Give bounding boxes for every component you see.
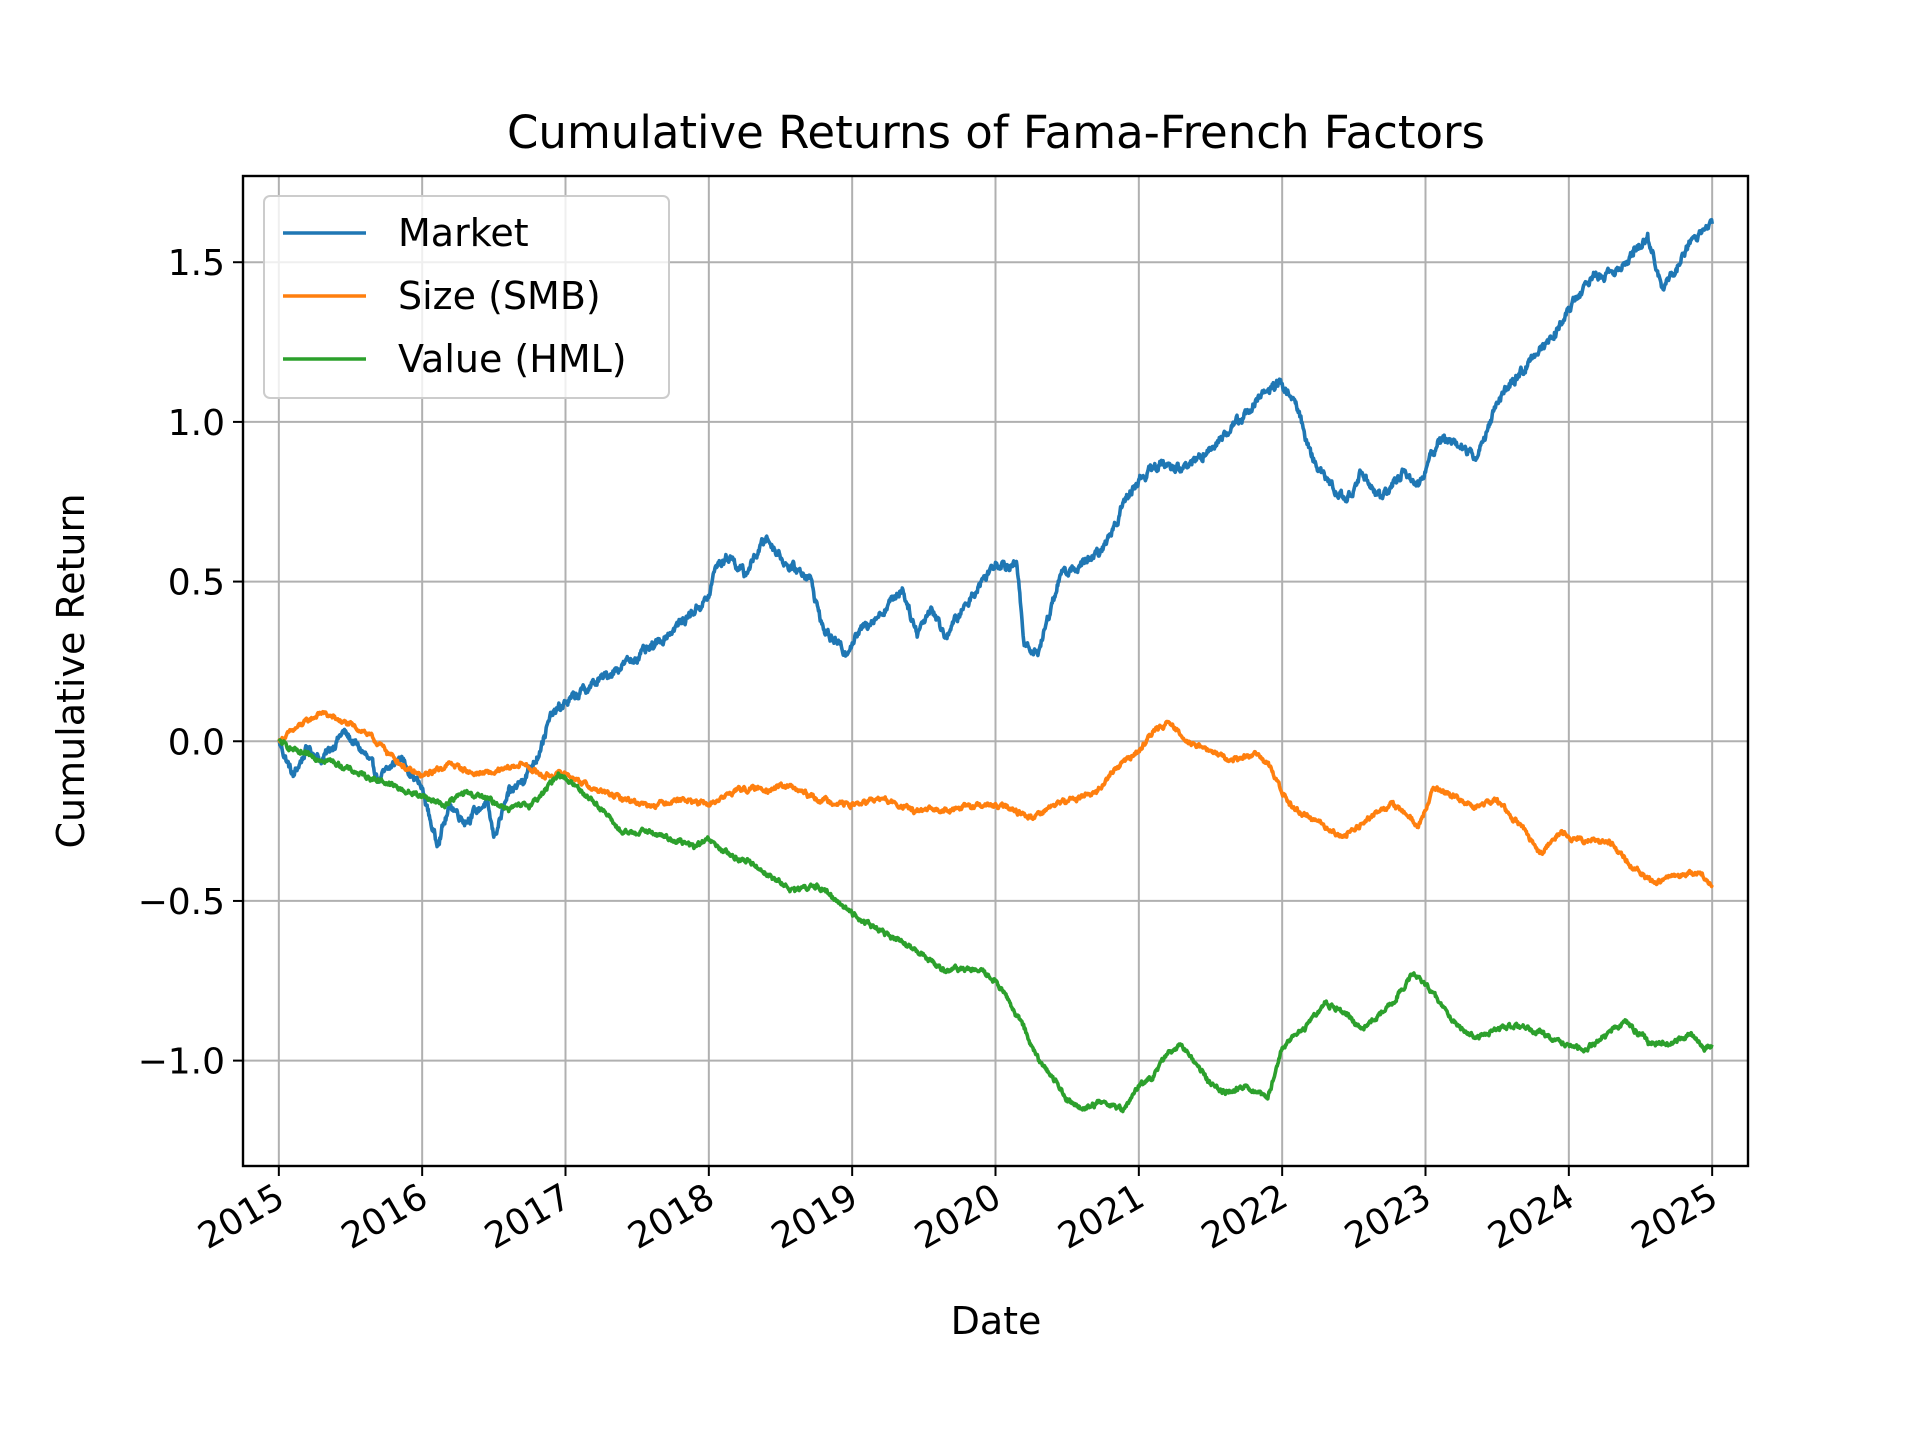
y-tick-label: −1.0 xyxy=(138,1042,225,1083)
series-line-size-smb xyxy=(277,709,1714,889)
y-tick-label: 0.0 xyxy=(168,722,225,763)
series-group xyxy=(277,217,1714,1114)
legend: Market Size (SMB) Value (HML) xyxy=(263,195,670,399)
y-ticks: 1.5 1.0 0.5 0.0 −0.5 −1.0 xyxy=(138,243,243,1083)
series-line-value-hml xyxy=(277,738,1714,1114)
chart-title: Cumulative Returns of Fama-French Factor… xyxy=(507,106,1485,159)
legend-label: Size (SMB) xyxy=(398,274,601,318)
y-tick-label: 1.0 xyxy=(168,403,225,444)
series-line-market xyxy=(277,217,1714,849)
legend-label: Market xyxy=(398,211,529,255)
y-tick-label: 0.5 xyxy=(168,563,225,604)
x-axis-label: Date xyxy=(951,1299,1042,1343)
y-tick-label: 1.5 xyxy=(168,243,225,284)
y-axis-label: Cumulative Return xyxy=(49,493,93,848)
legend-box xyxy=(263,195,670,399)
y-tick-label: −0.5 xyxy=(138,882,225,923)
legend-label: Value (HML) xyxy=(398,337,627,381)
